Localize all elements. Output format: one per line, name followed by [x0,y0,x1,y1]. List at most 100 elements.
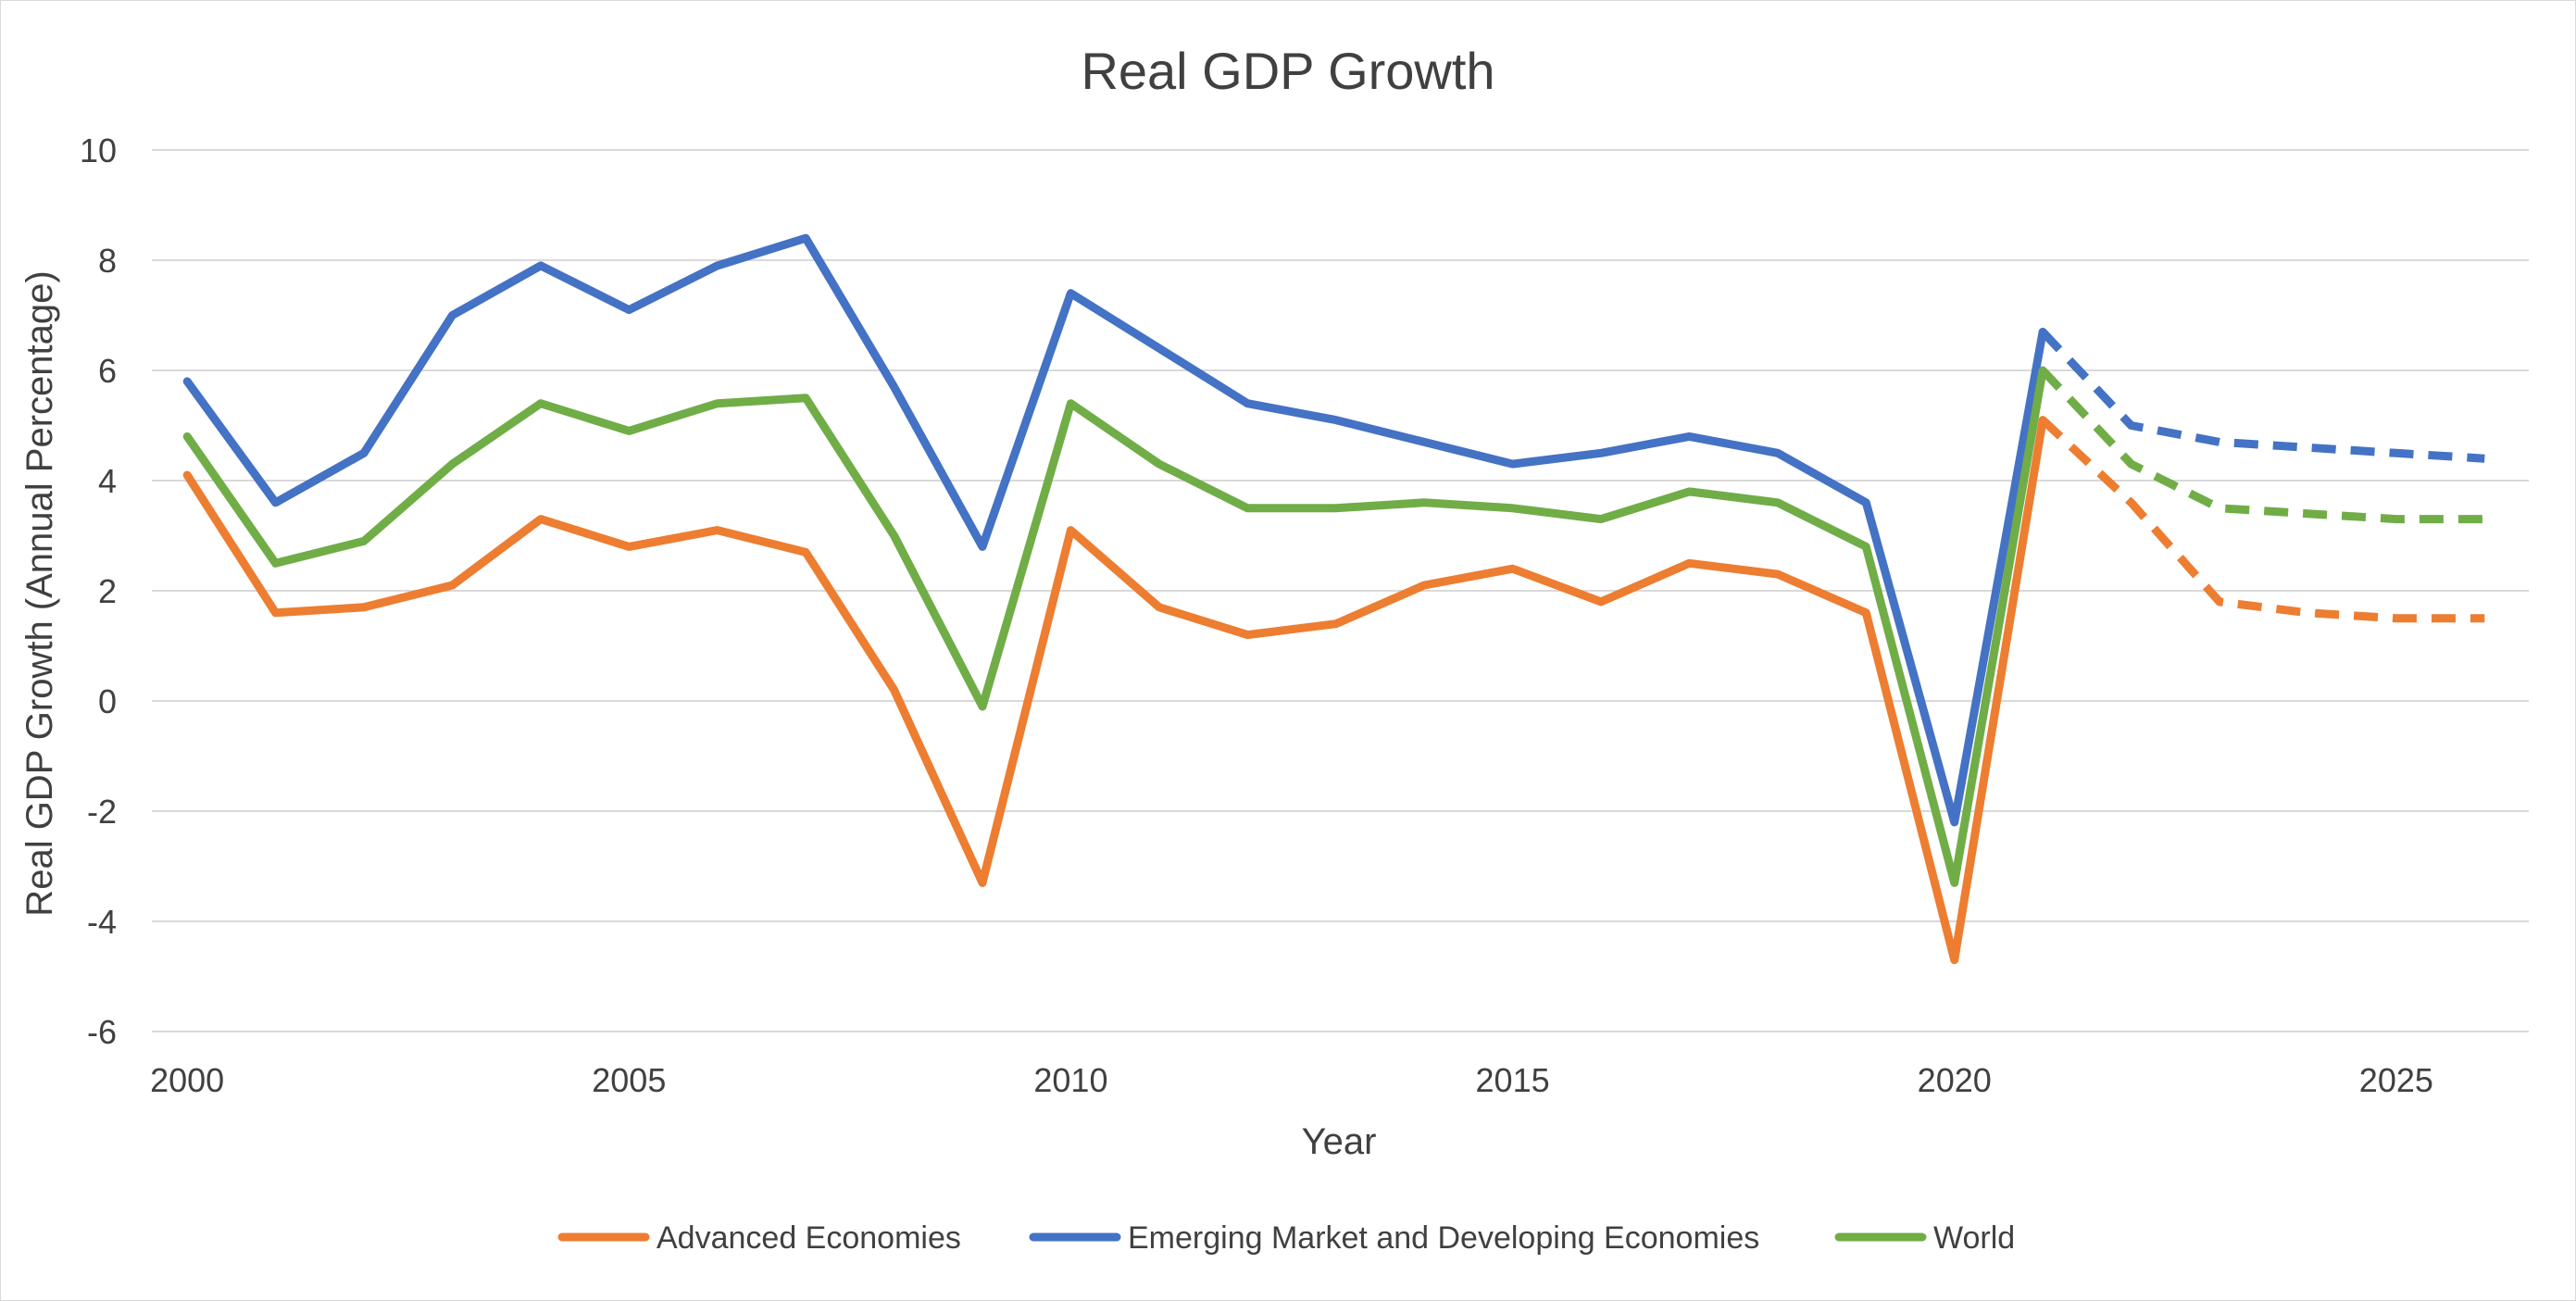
legend-item: Advanced Economies [557,1220,961,1256]
data-point [1777,502,1778,503]
data-point [452,464,453,465]
data-point [1335,419,1336,420]
data-point [806,238,807,239]
data-point [1777,574,1778,575]
data-point [717,403,718,404]
data-point [1512,464,1513,465]
series-projection-line [2039,329,2485,463]
x-tick-label: 2000 [150,1061,224,1099]
data-point [1954,882,1955,883]
data-point [2131,464,2132,465]
data-point [629,546,630,547]
x-tick-label: 2015 [1476,1061,1550,1099]
data-point [1866,546,1867,547]
y-tick-label: 10 [80,131,117,169]
legend-item: World [1834,1220,2015,1256]
data-point [2131,425,2132,426]
data-point [1689,436,1690,437]
series-group [182,233,2485,827]
y-tick-label: 4 [98,462,117,500]
x-axis-ticks: 2000 2005 2010 2015 2020 2025 [150,1061,2433,1099]
data-point [629,309,630,310]
data-point [717,530,718,531]
y-tick-label: -6 [87,1013,117,1051]
data-point [806,397,807,398]
data-point [2043,370,2044,371]
data-point [1424,502,1425,503]
data-point [1335,623,1336,624]
data-point [1866,612,1867,613]
data-point [1689,563,1690,564]
data-point [540,403,541,404]
series-group [182,366,2485,887]
legend-label: Advanced Economies [657,1220,961,1256]
x-tick-label: 2005 [592,1061,666,1099]
series-line [182,233,2047,827]
data-point [1954,959,1955,960]
y-axis-ticks: -6 -4 -2 0 2 4 6 8 10 [80,131,117,1051]
gridlines [152,149,2529,1032]
legend-label: World [1933,1220,2015,1256]
y-tick-label: 2 [98,572,117,610]
data-point [2307,612,2308,613]
x-tick-label: 2020 [1918,1061,1992,1099]
series-line [182,366,2047,887]
data-point [1247,507,1248,508]
series-group [182,416,2485,965]
data-point [187,475,188,476]
data-point [717,265,718,266]
data-point [275,563,276,564]
data-point [1424,442,1425,443]
y-tick-label: -2 [87,793,117,831]
data-point [1601,453,1602,454]
y-tick-label: -4 [87,903,117,941]
data-point [2131,502,2132,503]
series-lines [182,233,2485,965]
legend-item: Emerging Market and Developing Economies [1029,1220,1759,1256]
data-point [1070,403,1071,404]
x-tick-label: 2025 [2359,1061,2433,1099]
data-point [1158,348,1159,349]
data-point [1777,453,1778,454]
data-point [364,541,365,542]
legend-label: Emerging Market and Developing Economies [1128,1220,1759,1256]
data-point [540,265,541,266]
data-point [1512,507,1513,508]
data-point [2395,618,2396,619]
data-point [2307,513,2308,514]
data-point [275,612,276,613]
y-tick-label: 6 [98,352,117,390]
data-point [2395,453,2396,454]
legend: Advanced Economies Emerging Market and De… [557,1220,2015,1256]
x-axis-title: Year [1302,1121,1377,1162]
data-point [1424,585,1425,586]
data-point [2307,447,2308,448]
data-point [2484,618,2485,619]
data-point [806,552,807,553]
data-point [187,381,188,382]
data-point [1866,502,1867,503]
data-point [1601,601,1602,602]
data-point [629,431,630,432]
data-point [452,315,453,316]
series-projection-line [2039,367,2485,524]
data-point [1247,634,1248,635]
data-point [275,502,276,503]
data-point [1158,464,1159,465]
data-point [1335,507,1336,508]
series-projection-line [2040,417,2485,623]
x-tick-label: 2010 [1033,1061,1107,1099]
data-point [1070,530,1071,531]
data-point [982,882,983,883]
series-line [182,416,2047,965]
y-tick-label: 0 [98,682,117,720]
data-point [2043,419,2044,420]
data-point [452,585,453,586]
chart-title: Real GDP Growth [1081,42,1494,100]
data-point [982,546,983,547]
y-axis-title: Real GDP Growth (Annual Percentage) [19,270,60,916]
data-point [364,453,365,454]
y-tick-label: 8 [98,242,117,280]
